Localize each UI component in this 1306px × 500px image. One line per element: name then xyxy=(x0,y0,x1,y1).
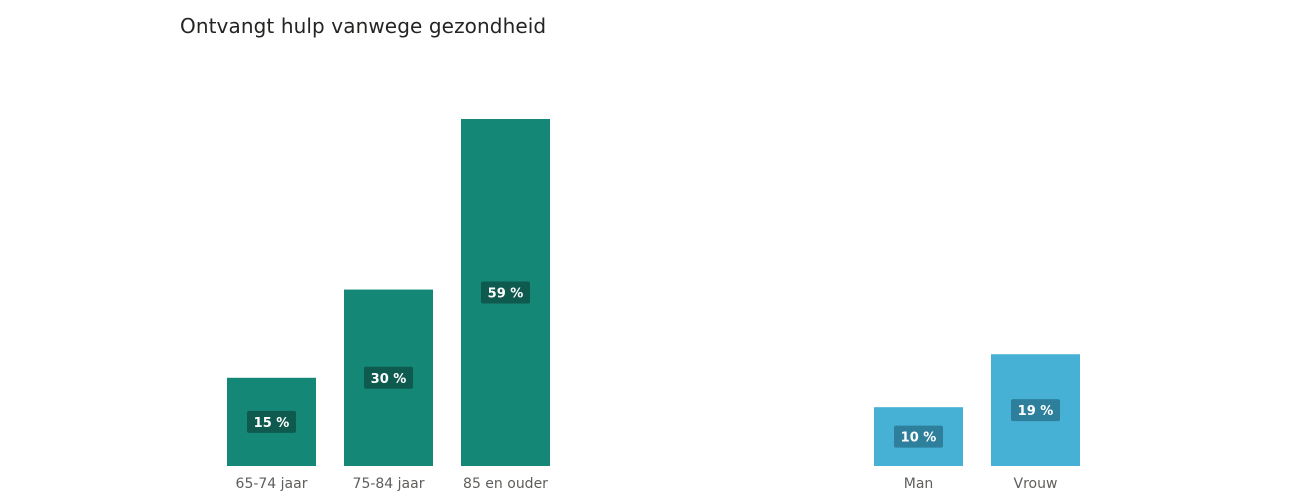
category-label: 75-84 jaar xyxy=(353,476,425,492)
data-label-bg xyxy=(481,281,530,304)
data-label: 19 % xyxy=(1018,404,1054,419)
category-label: 85 en ouder xyxy=(463,476,548,492)
data-label-bg xyxy=(1011,399,1060,422)
data-label-bg xyxy=(894,425,943,448)
data-label-bg xyxy=(364,366,413,389)
category-label: Vrouw xyxy=(1014,476,1058,492)
chart-title: Ontvangt hulp vanwege gezondheid xyxy=(180,14,547,38)
category-label: 65-74 jaar xyxy=(236,476,308,492)
data-label: 10 % xyxy=(901,431,937,446)
data-label-bg xyxy=(247,410,296,433)
data-label: 15 % xyxy=(254,416,290,431)
category-label: Man xyxy=(904,476,934,492)
data-label: 59 % xyxy=(488,287,524,302)
data-label: 30 % xyxy=(371,372,407,387)
